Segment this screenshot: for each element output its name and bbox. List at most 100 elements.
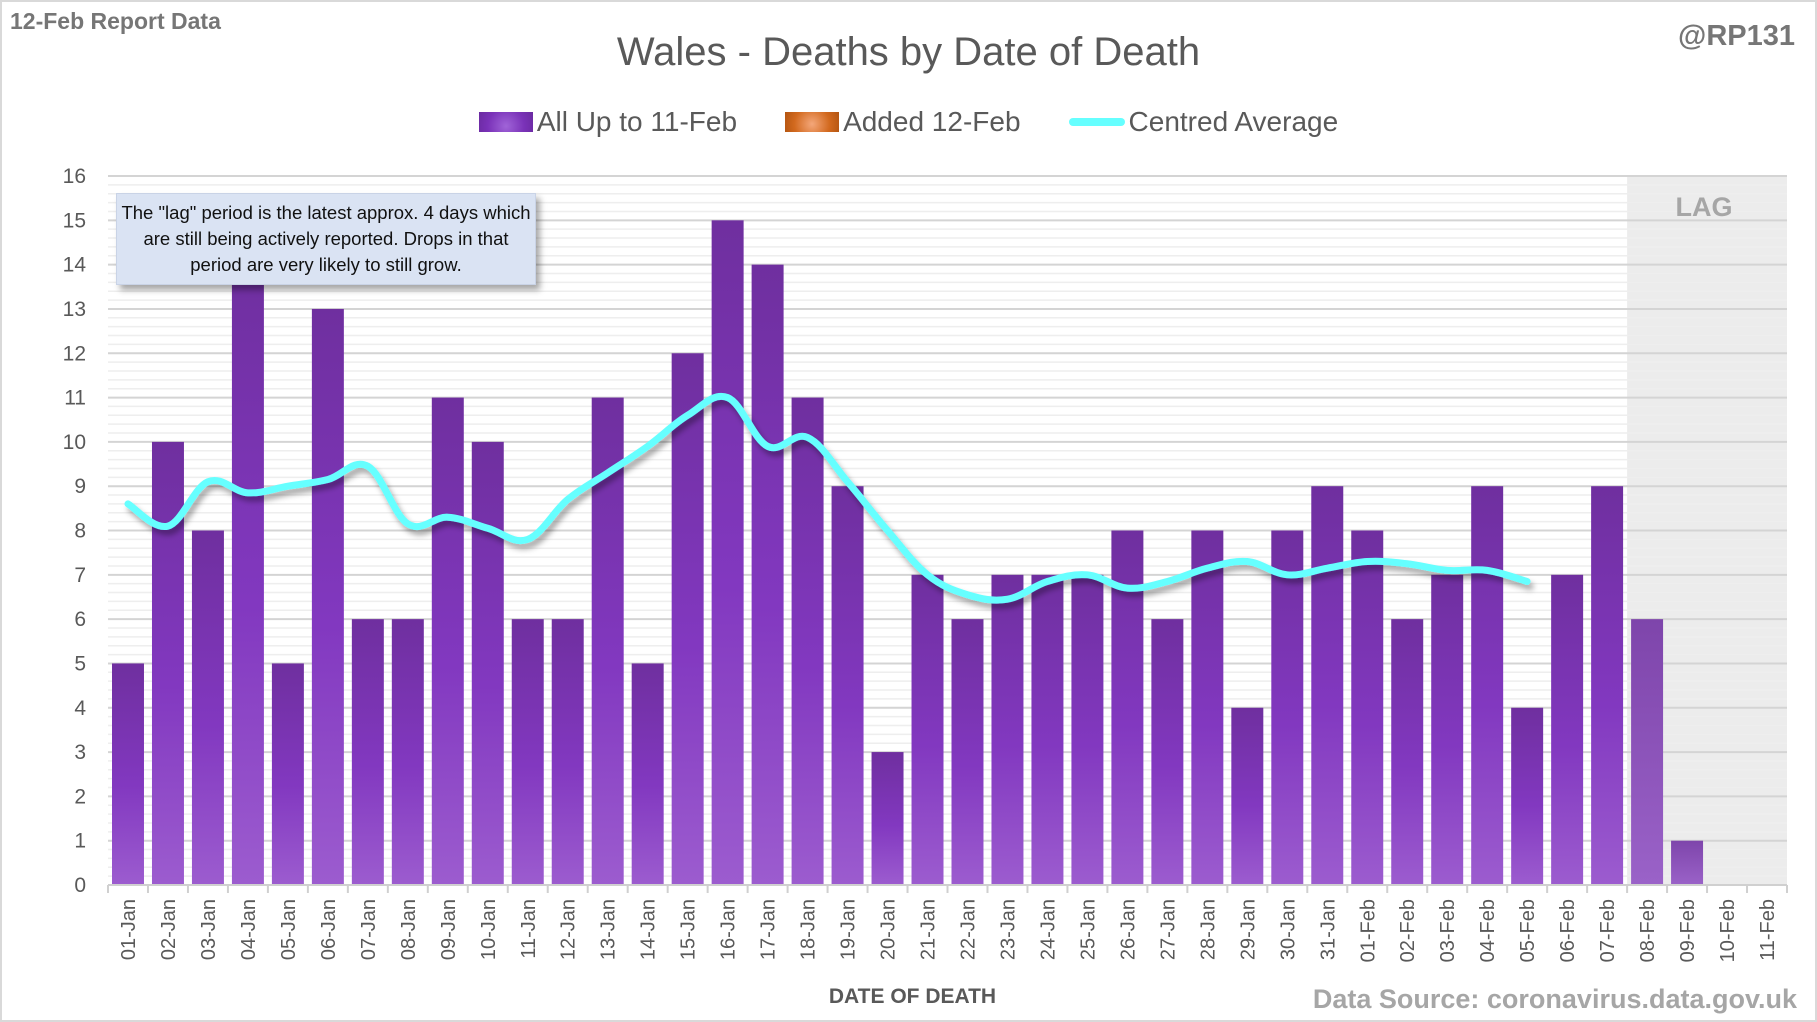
- x-axis-title: DATE OF DEATH: [828, 985, 997, 1008]
- bar-19-Jan: [831, 486, 864, 885]
- bar-09-Jan: [431, 397, 464, 885]
- bar-04-Feb: [1471, 486, 1504, 885]
- x-tick-label: 17-Jan: [758, 899, 780, 960]
- bar-07-Feb: [1591, 486, 1624, 885]
- bar-27-Jan: [1151, 619, 1184, 885]
- y-tick-label: 0: [74, 874, 86, 897]
- data-source: Data Source: coronavirus.data.gov.uk: [1312, 984, 1797, 1014]
- bar-05-Jan: [271, 663, 304, 885]
- y-tick-label: 6: [74, 608, 86, 631]
- y-tick-label: 2: [74, 785, 86, 808]
- y-tick-label: 13: [63, 298, 86, 321]
- legend-item-average: Centred Average: [1068, 106, 1339, 138]
- bar-28-Jan: [1191, 530, 1224, 885]
- x-tick-label: 31-Jan: [1317, 899, 1339, 960]
- x-tick-label: 03-Jan: [198, 899, 220, 960]
- bar-23-Jan: [991, 574, 1024, 885]
- x-tick-label: 27-Jan: [1157, 899, 1179, 960]
- bar-02-Feb: [1391, 619, 1424, 885]
- bar-14-Jan: [631, 663, 664, 885]
- x-tick-label: 13-Jan: [598, 899, 620, 960]
- bar-10-Jan: [471, 441, 504, 885]
- bar-20-Jan: [871, 752, 904, 885]
- bar-30-Jan: [1271, 530, 1304, 885]
- y-tick-label: 4: [74, 697, 86, 720]
- y-tick-label: 5: [74, 652, 86, 675]
- bar-08-Jan: [391, 619, 424, 885]
- bar-01-Jan: [111, 663, 144, 885]
- bar-29-Jan: [1231, 707, 1264, 885]
- y-tick-label: 1: [74, 830, 86, 853]
- legend: All Up to 11-Feb Added 12-Feb Centred Av…: [0, 106, 1817, 138]
- bar-01-Feb: [1351, 530, 1384, 885]
- x-tick-label: 11-Feb: [1757, 899, 1779, 961]
- legend-item-added: Added 12-Feb: [785, 106, 1021, 138]
- bar-06-Feb: [1551, 574, 1584, 885]
- x-tick-label: 05-Jan: [278, 899, 300, 960]
- y-tick-label: 14: [63, 254, 87, 277]
- bar-04-Jan: [231, 264, 264, 885]
- bar-12-Jan: [551, 619, 584, 885]
- x-tick-label: 07-Feb: [1597, 899, 1619, 962]
- x-tick-label: 19-Jan: [838, 899, 860, 960]
- x-tick-label: 05-Feb: [1517, 899, 1539, 962]
- x-tick-label: 07-Jan: [358, 899, 380, 960]
- x-tick-label: 04-Feb: [1477, 899, 1499, 962]
- bar-22-Jan: [951, 619, 984, 885]
- x-tick-label: 06-Jan: [318, 899, 340, 960]
- x-tick-label: 28-Jan: [1197, 899, 1219, 960]
- centred-average-line: [124, 392, 1531, 604]
- bar-18-Jan: [791, 397, 824, 885]
- x-tick-label: 16-Jan: [718, 899, 740, 960]
- y-tick-label: 16: [63, 165, 86, 188]
- x-tick-label: 08-Jan: [398, 899, 420, 960]
- x-tick-label: 06-Feb: [1557, 899, 1579, 962]
- x-tick-label: 23-Jan: [997, 899, 1019, 960]
- y-tick-label: 8: [74, 520, 86, 543]
- legend-swatch-line: [1068, 118, 1125, 126]
- x-tick-label: 20-Jan: [878, 899, 900, 960]
- bar-24-Jan: [1031, 574, 1064, 885]
- x-tick-label: 21-Jan: [918, 899, 940, 960]
- x-tick-label: 26-Jan: [1117, 899, 1139, 960]
- bar-17-Jan: [751, 264, 784, 885]
- lag-callout: The "lag" period is the latest approx. 4…: [116, 193, 536, 285]
- x-tick-label: 11-Jan: [518, 899, 540, 959]
- x-tick-label: 01-Feb: [1357, 899, 1379, 962]
- bar-07-Jan: [351, 619, 384, 885]
- x-tick-label: 30-Jan: [1277, 899, 1299, 960]
- legend-swatch-purple: [478, 112, 533, 132]
- chart-title: Wales - Deaths by Date of Death: [616, 30, 1201, 74]
- x-tick-label: 09-Feb: [1677, 899, 1699, 962]
- legend-item-all-up-to: All Up to 11-Feb: [478, 106, 737, 138]
- y-tick-label: 3: [74, 741, 86, 764]
- bar-16-Jan: [711, 220, 744, 885]
- lag-label: LAG: [1675, 192, 1733, 222]
- y-tick-label: 12: [63, 342, 86, 365]
- author-handle: @RP131: [1678, 20, 1795, 52]
- bar-03-Feb: [1431, 574, 1464, 885]
- legend-swatch-orange: [785, 112, 840, 132]
- bar-08-Feb: [1631, 619, 1664, 885]
- x-tick-label: 02-Jan: [158, 899, 180, 960]
- x-tick-label: 25-Jan: [1077, 899, 1099, 960]
- bar-31-Jan: [1311, 486, 1344, 885]
- bar-15-Jan: [671, 353, 704, 885]
- x-tick-label: 09-Jan: [438, 899, 460, 960]
- report-label: 12-Feb Report Data: [10, 8, 221, 34]
- x-tick-label: 14-Jan: [638, 899, 660, 960]
- x-tick-label: 15-Jan: [678, 899, 700, 960]
- x-tick-label: 18-Jan: [798, 899, 820, 960]
- y-tick-label: 11: [64, 387, 86, 410]
- y-tick-label: 15: [63, 209, 86, 232]
- x-tick-label: 24-Jan: [1037, 899, 1059, 960]
- bar-09-Feb: [1671, 840, 1704, 885]
- bar-21-Jan: [911, 574, 944, 885]
- x-tick-label: 03-Feb: [1437, 899, 1459, 962]
- legend-label: Added 12-Feb: [843, 106, 1021, 137]
- y-tick-label: 10: [63, 431, 86, 454]
- x-tick-label: 02-Feb: [1397, 899, 1419, 962]
- x-tick-label: 10-Jan: [478, 899, 500, 960]
- legend-label: Centred Average: [1128, 106, 1339, 137]
- y-tick-label: 9: [74, 475, 86, 498]
